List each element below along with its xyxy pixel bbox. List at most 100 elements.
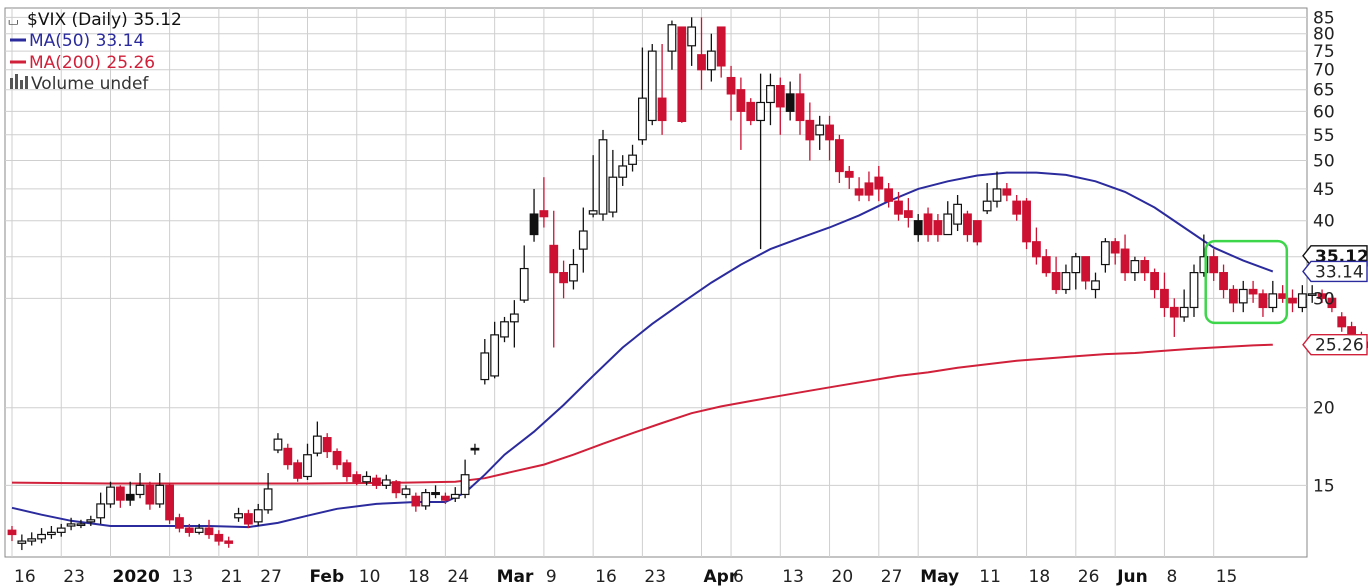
candle-body: [312, 435, 322, 454]
candle-body: [184, 527, 194, 533]
candle-body: [362, 475, 371, 483]
candle: [165, 483, 175, 524]
ma50-layer: [11, 171, 1274, 529]
candle-body: [1091, 280, 1100, 291]
candle-body: [1238, 288, 1248, 304]
candle: [982, 183, 992, 215]
candle-body: [943, 213, 953, 236]
candle: [1002, 183, 1012, 202]
x-tick-label: Mar: [497, 567, 534, 587]
candle: [933, 214, 943, 242]
candle-body: [214, 533, 224, 542]
candle: [1219, 264, 1228, 299]
candle: [854, 177, 864, 202]
candle: [224, 536, 234, 548]
candle-body: [795, 93, 805, 122]
candle-body: [825, 124, 834, 141]
candle: [303, 443, 312, 480]
candle: [569, 249, 578, 290]
candle-body: [1268, 293, 1278, 309]
candle: [1268, 280, 1278, 313]
candle-body: [1140, 260, 1150, 274]
candle: [1288, 289, 1297, 313]
ma50-line: [11, 171, 1274, 529]
x-tick-label: 15: [1216, 567, 1238, 587]
candle-body: [135, 484, 145, 496]
candle-body: [303, 454, 312, 478]
candle: [263, 473, 273, 514]
candle: [283, 443, 293, 470]
candle: [1160, 272, 1169, 317]
candle: [244, 509, 253, 529]
candle-body: [1248, 288, 1258, 295]
candle: [697, 17, 706, 90]
candle: [500, 316, 509, 343]
candle: [1297, 285, 1307, 313]
candle: [913, 214, 923, 242]
candle: [401, 485, 411, 499]
candle: [1071, 252, 1081, 290]
x-tick-label: 24: [447, 567, 469, 587]
x-tick-label: 16: [595, 567, 617, 587]
candle: [17, 534, 27, 551]
y-tick-label: 65: [1313, 81, 1335, 101]
y-tick-label: 45: [1313, 180, 1335, 200]
candle-body: [1120, 248, 1130, 274]
candle: [431, 485, 440, 499]
candle-body: [854, 188, 864, 196]
candle: [549, 210, 559, 348]
candle-body: [76, 523, 86, 527]
x-tick-label: 27: [881, 567, 903, 587]
candle: [706, 33, 716, 82]
candle-body: [884, 188, 894, 202]
candle-body: [549, 244, 559, 274]
candle-body: [726, 76, 736, 95]
candle-body: [578, 230, 588, 250]
candle: [844, 165, 854, 189]
candle: [1031, 227, 1041, 265]
candle: [509, 300, 519, 348]
candle-body: [293, 462, 303, 479]
candle: [204, 519, 214, 539]
y-tick-label: 20: [1313, 399, 1335, 419]
x-tick-label: 18: [1029, 567, 1051, 587]
candle-body: [66, 523, 76, 527]
x-tick-label: Apr: [704, 567, 738, 587]
candle: [155, 473, 165, 508]
candle: [184, 523, 194, 537]
candle-body: [1130, 260, 1140, 274]
candle: [1110, 238, 1120, 265]
candles-layer: [7, 17, 1368, 551]
x-tick-label: 8: [1166, 567, 1177, 587]
candle: [391, 479, 401, 499]
x-tick-label: 21: [221, 567, 243, 587]
candle-body: [401, 488, 411, 496]
candle: [352, 471, 362, 486]
candle-body: [1307, 293, 1317, 296]
candle-body: [697, 54, 706, 71]
candle-body: [775, 85, 785, 108]
candle-body: [647, 50, 657, 122]
candle-body: [716, 26, 726, 67]
candle: [1169, 298, 1179, 337]
x-tick-label: May: [920, 567, 959, 587]
candle: [539, 177, 549, 228]
legend-ma200-text: MA(200) 25.26: [29, 53, 155, 73]
candle: [1317, 289, 1327, 303]
candle-body: [677, 26, 687, 123]
candle-body: [224, 540, 234, 544]
candle-body: [1228, 288, 1238, 304]
candle-body: [628, 154, 637, 165]
candle: [834, 134, 844, 184]
candle-body: [460, 474, 470, 496]
candle-body: [480, 352, 490, 381]
candle: [529, 188, 539, 242]
candle-body: [381, 479, 391, 486]
chart-logo-icon: ⏘: [8, 11, 19, 30]
x-tick-label: 20: [832, 567, 854, 587]
candle-body: [1031, 241, 1041, 258]
candle: [519, 245, 529, 303]
candle-body: [1169, 306, 1179, 318]
candle-body: [322, 437, 332, 453]
